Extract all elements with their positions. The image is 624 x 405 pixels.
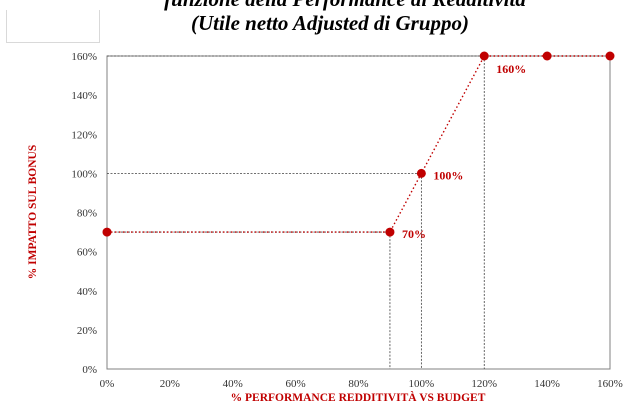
x-tick-label: 0% <box>100 378 115 390</box>
y-tick-label: 40% <box>77 286 97 298</box>
y-tick-label: 20% <box>77 325 97 337</box>
y-tick-label: 0% <box>82 364 97 376</box>
x-tick-label: 60% <box>286 378 306 390</box>
y-axis-ticks: 0% 20% 40% 60% 80% 100% 120% 140% 160% <box>71 51 97 376</box>
x-tick-label: 20% <box>160 378 180 390</box>
series-point <box>102 227 112 237</box>
series-point <box>542 51 552 61</box>
chart-title-line-2: (Utile netto Adjusted di Gruppo) <box>191 11 469 35</box>
y-tick-label: 60% <box>77 247 97 259</box>
series-point <box>479 51 489 61</box>
y-axis-title: % IMPATTO SUL BONUS <box>27 145 39 280</box>
y-tick-label: 160% <box>71 51 97 63</box>
point-label: 70% <box>402 227 426 241</box>
x-axis-title: % PERFORMANCE REDDITIVITÀ VS BUDGET <box>231 390 486 404</box>
point-labels: 70% 100% 160% <box>402 62 526 241</box>
series-group <box>102 51 615 237</box>
plot-frame <box>106 55 611 370</box>
series-point <box>605 51 615 61</box>
guide-lines <box>107 55 485 369</box>
y-tick-label: 100% <box>71 168 97 180</box>
point-label: 160% <box>496 62 526 76</box>
series-line <box>107 55 610 233</box>
x-tick-label: 40% <box>223 378 243 390</box>
x-tick-label: 100% <box>409 378 435 390</box>
y-tick-label: 80% <box>77 208 97 220</box>
point-label: 100% <box>433 168 463 182</box>
corner-box <box>6 10 100 43</box>
x-tick-label: 80% <box>348 378 368 390</box>
y-tick-label: 140% <box>71 90 97 102</box>
y-tick-label: 120% <box>71 129 97 141</box>
x-tick-label: 160% <box>597 378 623 390</box>
series-point <box>385 227 395 237</box>
chart-title-line-1: funzione della Performance di Redditivit… <box>164 0 526 11</box>
series-point <box>416 168 426 178</box>
x-axis-ticks: 0% 20% 40% 60% 80% 100% 120% 140% 160% <box>100 378 623 390</box>
x-tick-label: 120% <box>471 378 497 390</box>
x-tick-label: 140% <box>534 378 560 390</box>
